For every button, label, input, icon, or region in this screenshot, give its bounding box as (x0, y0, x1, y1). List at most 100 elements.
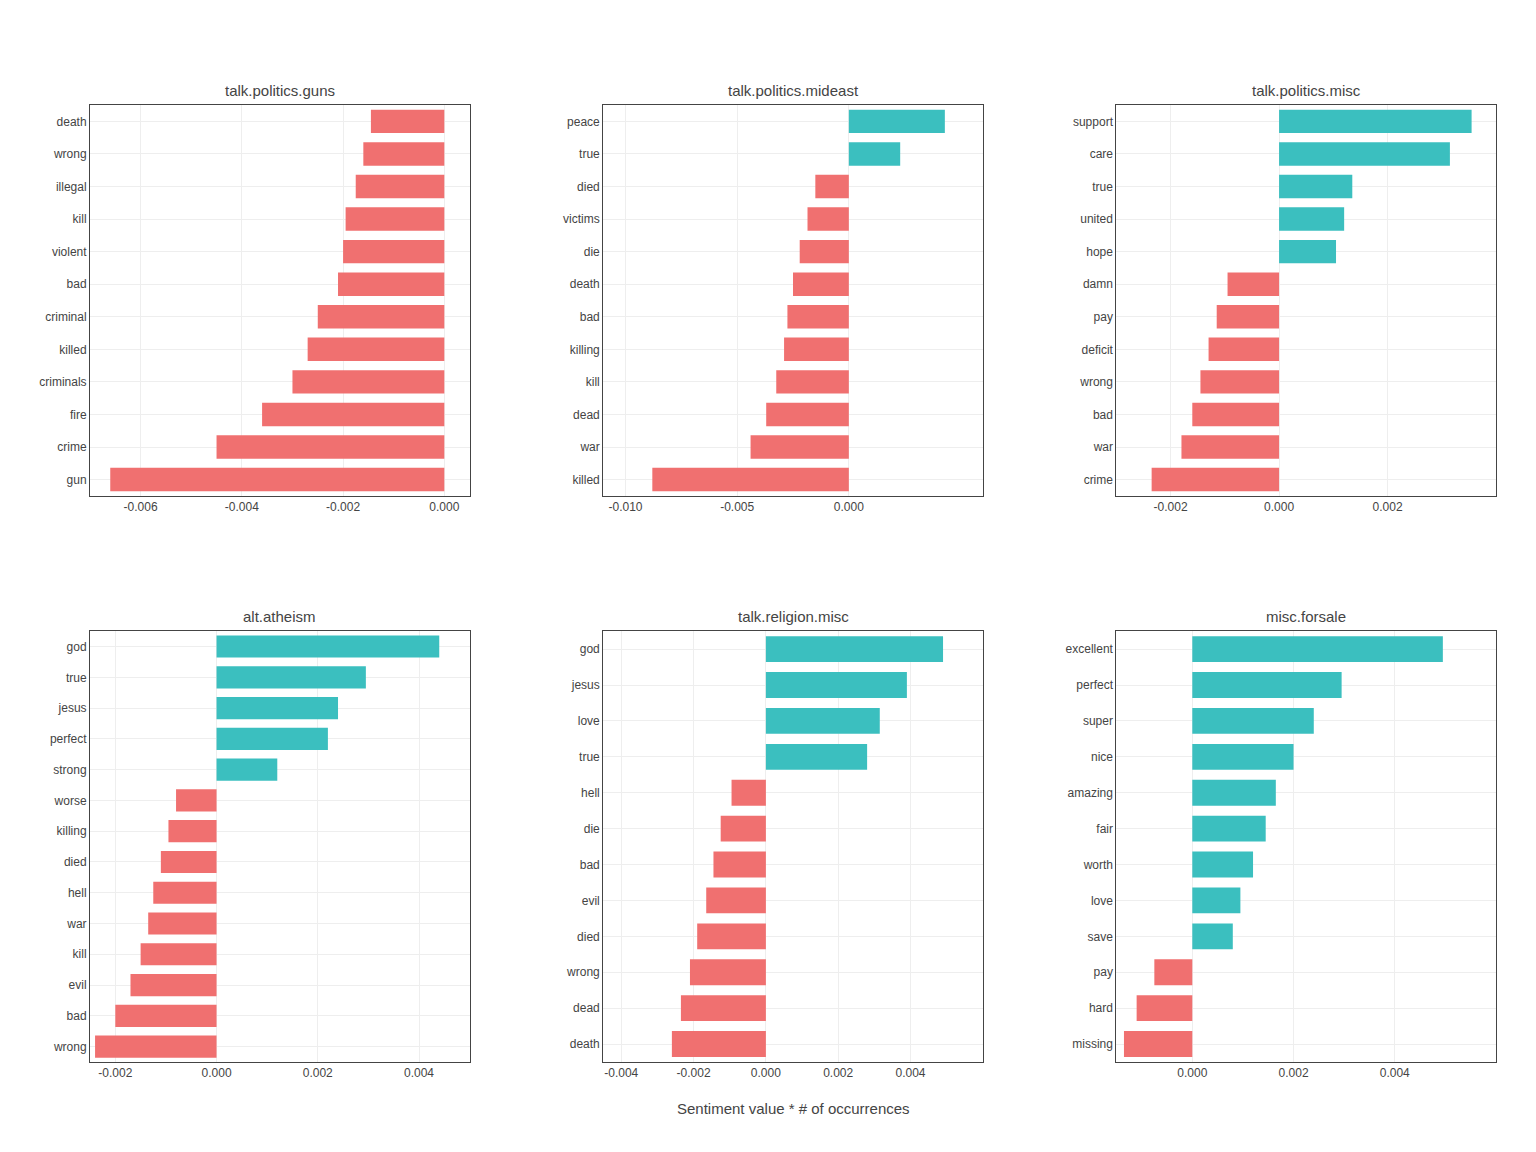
svg-text:-0.004: -0.004 (225, 500, 259, 514)
svg-text:god: god (580, 642, 600, 656)
svg-text:-0.006: -0.006 (124, 500, 158, 514)
svg-text:wrong: wrong (53, 147, 87, 161)
svg-text:save: save (1088, 930, 1114, 944)
svg-text:victims: victims (563, 212, 600, 226)
svg-text:0.002: 0.002 (1373, 500, 1403, 514)
svg-text:excellent: excellent (1066, 642, 1114, 656)
svg-text:peace: peace (567, 115, 600, 129)
svg-text:fair: fair (1096, 822, 1113, 836)
svg-text:bad: bad (67, 1009, 87, 1023)
svg-text:die: die (584, 245, 600, 259)
svg-text:war: war (66, 917, 86, 931)
svg-text:death: death (570, 1037, 600, 1051)
svg-text:0.002: 0.002 (1279, 1066, 1309, 1080)
svg-text:support: support (1073, 115, 1114, 129)
svg-text:talk.politics.mideast: talk.politics.mideast (728, 82, 859, 99)
svg-text:wrong: wrong (1079, 375, 1113, 389)
svg-text:hope: hope (1086, 245, 1113, 259)
svg-text:worse: worse (54, 794, 87, 808)
svg-text:god: god (67, 640, 87, 654)
svg-text:killing: killing (570, 343, 600, 357)
svg-text:kill: kill (73, 212, 87, 226)
svg-text:worth: worth (1083, 858, 1113, 872)
svg-text:nice: nice (1091, 750, 1113, 764)
svg-text:war: war (1093, 440, 1113, 454)
svg-text:0.000: 0.000 (202, 1066, 232, 1080)
svg-text:bad: bad (580, 310, 600, 324)
svg-text:talk.politics.guns: talk.politics.guns (225, 82, 335, 99)
svg-text:died: died (64, 855, 87, 869)
svg-text:love: love (578, 714, 600, 728)
svg-text:0.004: 0.004 (1380, 1066, 1410, 1080)
svg-text:true: true (66, 671, 87, 685)
svg-text:true: true (579, 750, 600, 764)
svg-text:death: death (570, 277, 600, 291)
svg-text:wrong: wrong (53, 1040, 87, 1054)
svg-text:crime: crime (1084, 473, 1114, 487)
svg-text:0.000: 0.000 (751, 1066, 781, 1080)
svg-text:illegal: illegal (56, 180, 87, 194)
svg-text:alt.atheism: alt.atheism (243, 608, 316, 625)
svg-text:pay: pay (1094, 965, 1113, 979)
svg-text:perfect: perfect (1076, 678, 1113, 692)
svg-text:true: true (1092, 180, 1113, 194)
svg-text:0.000: 0.000 (1264, 500, 1294, 514)
svg-text:jesus: jesus (571, 678, 600, 692)
svg-text:bad: bad (67, 277, 87, 291)
svg-text:pay: pay (1094, 310, 1113, 324)
svg-text:hell: hell (581, 786, 600, 800)
svg-text:dead: dead (573, 1001, 600, 1015)
svg-text:evil: evil (69, 978, 87, 992)
svg-text:care: care (1090, 147, 1114, 161)
svg-text:criminal: criminal (45, 310, 86, 324)
svg-text:kill: kill (73, 947, 87, 961)
svg-text:0.002: 0.002 (823, 1066, 853, 1080)
svg-text:criminals: criminals (39, 375, 86, 389)
svg-text:-0.002: -0.002 (98, 1066, 132, 1080)
svg-text:united: united (1080, 212, 1113, 226)
svg-text:-0.002: -0.002 (677, 1066, 711, 1080)
svg-text:0.000: 0.000 (834, 500, 864, 514)
svg-text:talk.religion.misc: talk.religion.misc (738, 608, 849, 625)
svg-text:deficit: deficit (1082, 343, 1114, 357)
svg-text:0.000: 0.000 (429, 500, 459, 514)
svg-text:perfect: perfect (50, 732, 87, 746)
svg-text:die: die (584, 822, 600, 836)
svg-text:misc.forsale: misc.forsale (1266, 608, 1346, 625)
svg-text:0.004: 0.004 (895, 1066, 925, 1080)
svg-text:missing: missing (1072, 1037, 1113, 1051)
svg-text:violent: violent (52, 245, 87, 259)
svg-text:bad: bad (580, 858, 600, 872)
svg-text:died: died (577, 180, 600, 194)
svg-text:hard: hard (1089, 1001, 1113, 1015)
svg-text:amazing: amazing (1068, 786, 1113, 800)
svg-text:jesus: jesus (58, 701, 87, 715)
svg-text:-0.004: -0.004 (604, 1066, 638, 1080)
svg-text:war: war (579, 440, 599, 454)
svg-text:dead: dead (573, 408, 600, 422)
svg-text:0.002: 0.002 (303, 1066, 333, 1080)
svg-text:crime: crime (57, 440, 87, 454)
svg-text:killing: killing (57, 824, 87, 838)
svg-text:strong: strong (53, 763, 86, 777)
svg-text:0.004: 0.004 (404, 1066, 434, 1080)
svg-text:-0.005: -0.005 (720, 500, 754, 514)
svg-text:-0.002: -0.002 (1154, 500, 1188, 514)
svg-text:0.000: 0.000 (1177, 1066, 1207, 1080)
svg-text:talk.politics.misc: talk.politics.misc (1252, 82, 1361, 99)
svg-text:wrong: wrong (566, 965, 600, 979)
svg-text:fire: fire (70, 408, 87, 422)
svg-text:kill: kill (586, 375, 600, 389)
svg-text:Sentiment value * # of occurre: Sentiment value * # of occurrences (677, 1100, 910, 1117)
svg-text:true: true (579, 147, 600, 161)
svg-text:-0.002: -0.002 (326, 500, 360, 514)
svg-text:-0.010: -0.010 (609, 500, 643, 514)
svg-text:died: died (577, 930, 600, 944)
svg-text:super: super (1083, 714, 1113, 728)
svg-text:damn: damn (1083, 277, 1113, 291)
svg-text:love: love (1091, 894, 1113, 908)
svg-text:killed: killed (572, 473, 599, 487)
svg-text:hell: hell (68, 886, 87, 900)
svg-text:gun: gun (67, 473, 87, 487)
svg-text:death: death (57, 115, 87, 129)
